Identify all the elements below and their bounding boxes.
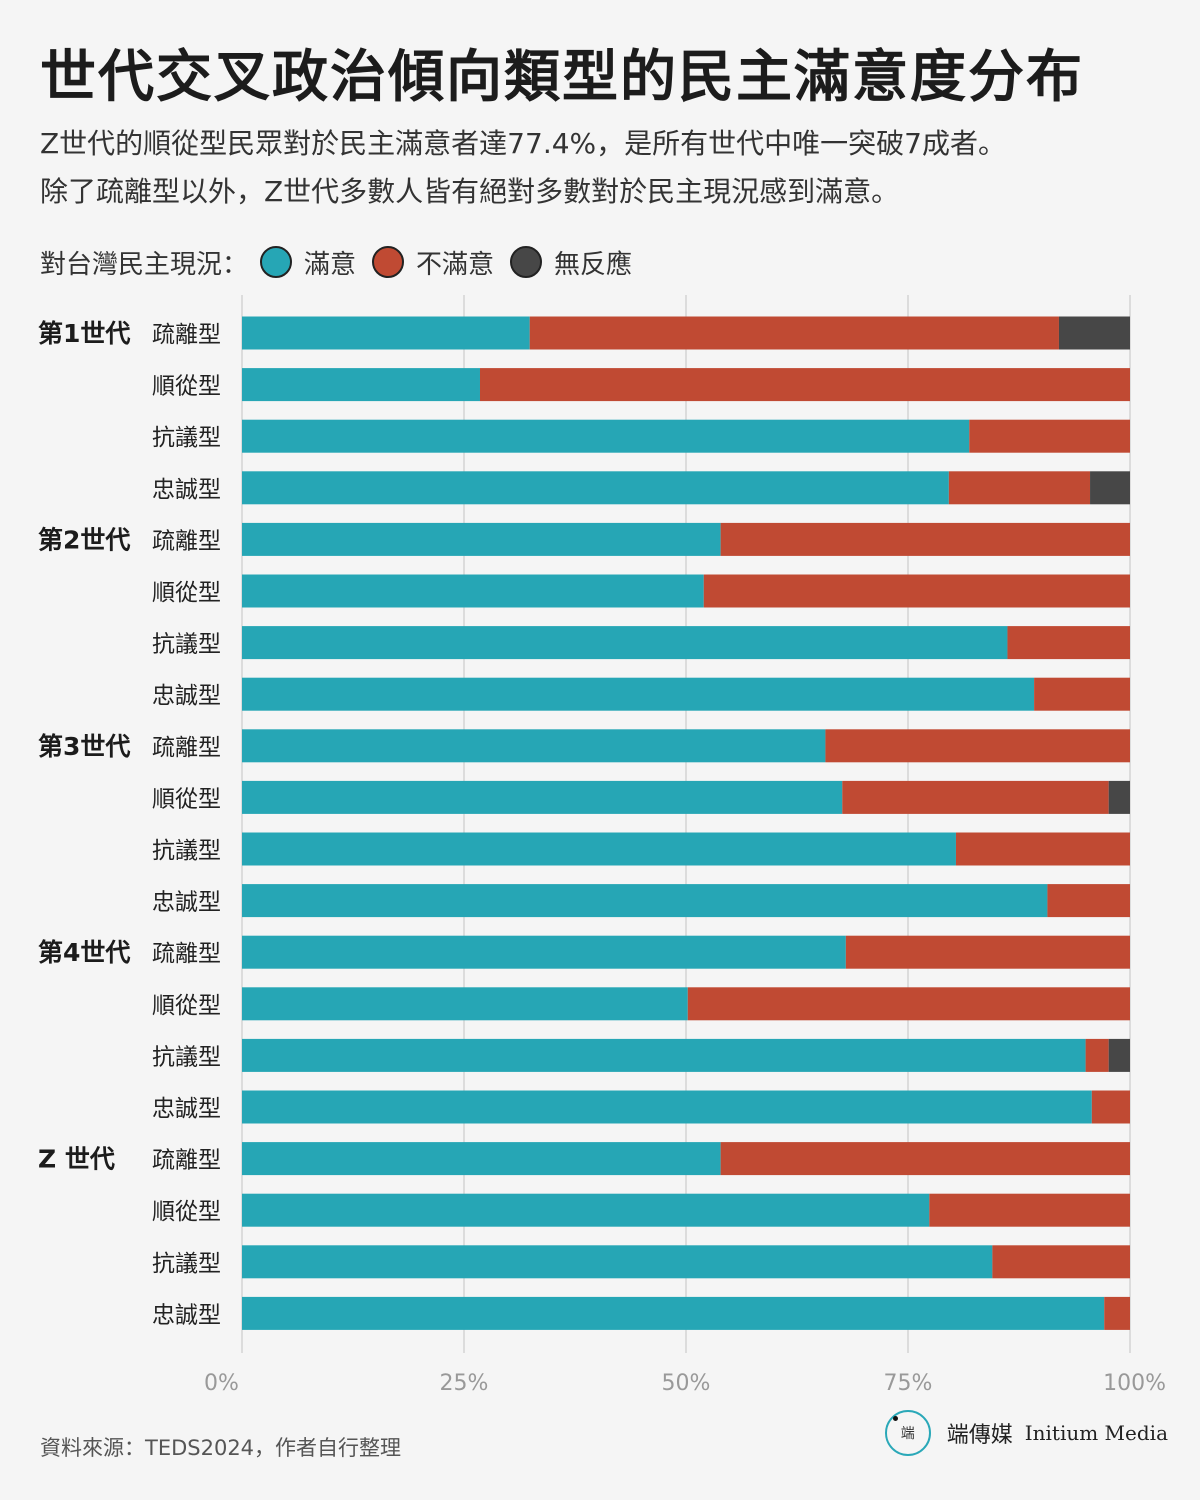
bar-segment [948,471,1091,505]
group-label: 第1世代 [38,319,130,348]
bar-segment [242,626,1008,660]
x-tick-label: 75% [884,1371,933,1396]
row-label: 忠誠型 [152,477,221,503]
row-label: 忠誠型 [152,1096,221,1122]
bar-segment [720,522,1130,556]
bar-segment [720,1142,1130,1176]
row-label: 抗議型 [152,838,221,864]
bar-segment [242,935,846,969]
bar-segment [1058,316,1130,350]
bar-segment [955,832,1130,866]
bar-segment [703,574,1130,608]
legend-label-dissatisfied: 不滿意 [416,249,495,280]
subtitle-line-1: Z世代的順從型民眾對於民主滿意者達77.4%，是所有世代中唯一突破7成者。 [40,127,1006,160]
row-label: 忠誠型 [152,890,221,916]
bar-segment [242,1038,1086,1072]
row-label: 抗議型 [152,1044,221,1070]
group-label: 第4世代 [38,938,130,967]
bar-segment [825,729,1130,763]
group-label: 第2世代 [38,525,130,554]
row-label: 忠誠型 [152,683,221,709]
row-label: 疏離型 [152,1148,221,1174]
row-label: 順從型 [152,786,221,812]
row-label: 抗議型 [152,425,221,451]
chart-title: 世代交叉政治傾向類型的民主滿意度分布 [40,45,1084,110]
bar-segment [529,316,1059,350]
row-label: 抗議型 [152,1251,221,1277]
x-tick-label: 100% [1103,1371,1166,1396]
legend-label-satisfied: 滿意 [304,249,357,280]
bar-segment [242,1090,1092,1124]
bar-segment [845,935,1130,969]
bar-segment [242,780,843,814]
x-tick-label: 25% [440,1371,489,1396]
bar-segment [242,471,949,505]
bar-segment [242,1296,1105,1330]
bar-segment [242,729,826,763]
row-label: 抗議型 [152,632,221,658]
bar-segment [842,780,1109,814]
bar-segment [242,574,704,608]
bar-segment [687,987,1130,1021]
bar-segment [242,522,721,556]
brand-name-en: Initium Media [1024,1421,1168,1445]
legend-swatch-dissatisfied [372,246,405,278]
group-label: Z 世代 [38,1145,115,1174]
bar-segment [1090,471,1130,505]
x-tick-label: 0% [204,1371,239,1396]
chart-subtitle: Z世代的順從型民眾對於民主滿意者達77.4%，是所有世代中唯一突破7成者。 除了… [40,120,1170,216]
bar-segment [1108,780,1130,814]
legend-title: 對台灣民主現況： [40,249,249,280]
legend-label-no-response: 無反應 [554,249,633,280]
bar-segment [242,368,480,402]
legend-swatch-no-response [510,246,543,278]
row-label: 忠誠型 [152,1302,221,1328]
subtitle-line-2: 除了疏離型以外，Z世代多數人皆有絕對多數對於民主現況感到滿意。 [40,175,900,208]
bar-segment [242,677,1035,711]
bar-segment [242,316,530,350]
row-label: 順從型 [152,1199,221,1225]
bar-segment [1085,1038,1109,1072]
bar-segment [242,832,956,866]
x-tick-label: 50% [662,1371,711,1396]
legend-swatch-satisfied [260,246,293,278]
bar-segment [242,884,1048,918]
legend-item-dissatisfied: 不滿意 [372,244,494,281]
row-label: 順從型 [152,374,221,400]
legend-item-no-response: 無反應 [510,244,632,281]
bar-segment [479,368,1130,402]
row-label: 疏離型 [152,322,221,348]
brand-mark-icon: 端 [884,1410,931,1456]
brand-logo: 端 端傳媒 Initium Media [884,1410,1168,1456]
bar-segment [969,419,1130,453]
row-label: 疏離型 [152,528,221,554]
data-source: 資料來源：TEDS2024，作者自行整理 [40,1436,402,1460]
bar-segment [242,419,970,453]
bar-segment [1007,626,1130,660]
legend-item-satisfied: 滿意 [260,244,356,281]
bar-segment [242,1193,930,1227]
row-label: 疏離型 [152,941,221,967]
bar-segment [242,1142,721,1176]
bar-segment [1108,1038,1130,1072]
brand-mark-text: 端 [900,1426,915,1442]
chart-legend: 對台灣民主現況： 滿意 不滿意 無反應 [40,240,648,284]
brand-mark-dot [892,1416,898,1421]
brand-name-zh: 端傳媒 [946,1423,1013,1448]
bar-segment [992,1245,1130,1279]
group-label: 第3世代 [38,732,130,761]
bar-segment [1091,1090,1130,1124]
bar-segment [1104,1296,1130,1330]
bar-segment [1047,884,1130,918]
bar-segment [929,1193,1130,1227]
bar-segment [242,1245,993,1279]
row-label: 順從型 [152,580,221,606]
row-label: 順從型 [152,993,221,1019]
row-label: 疏離型 [152,735,221,761]
bar-segment [1034,677,1130,711]
bar-segment [242,987,688,1021]
